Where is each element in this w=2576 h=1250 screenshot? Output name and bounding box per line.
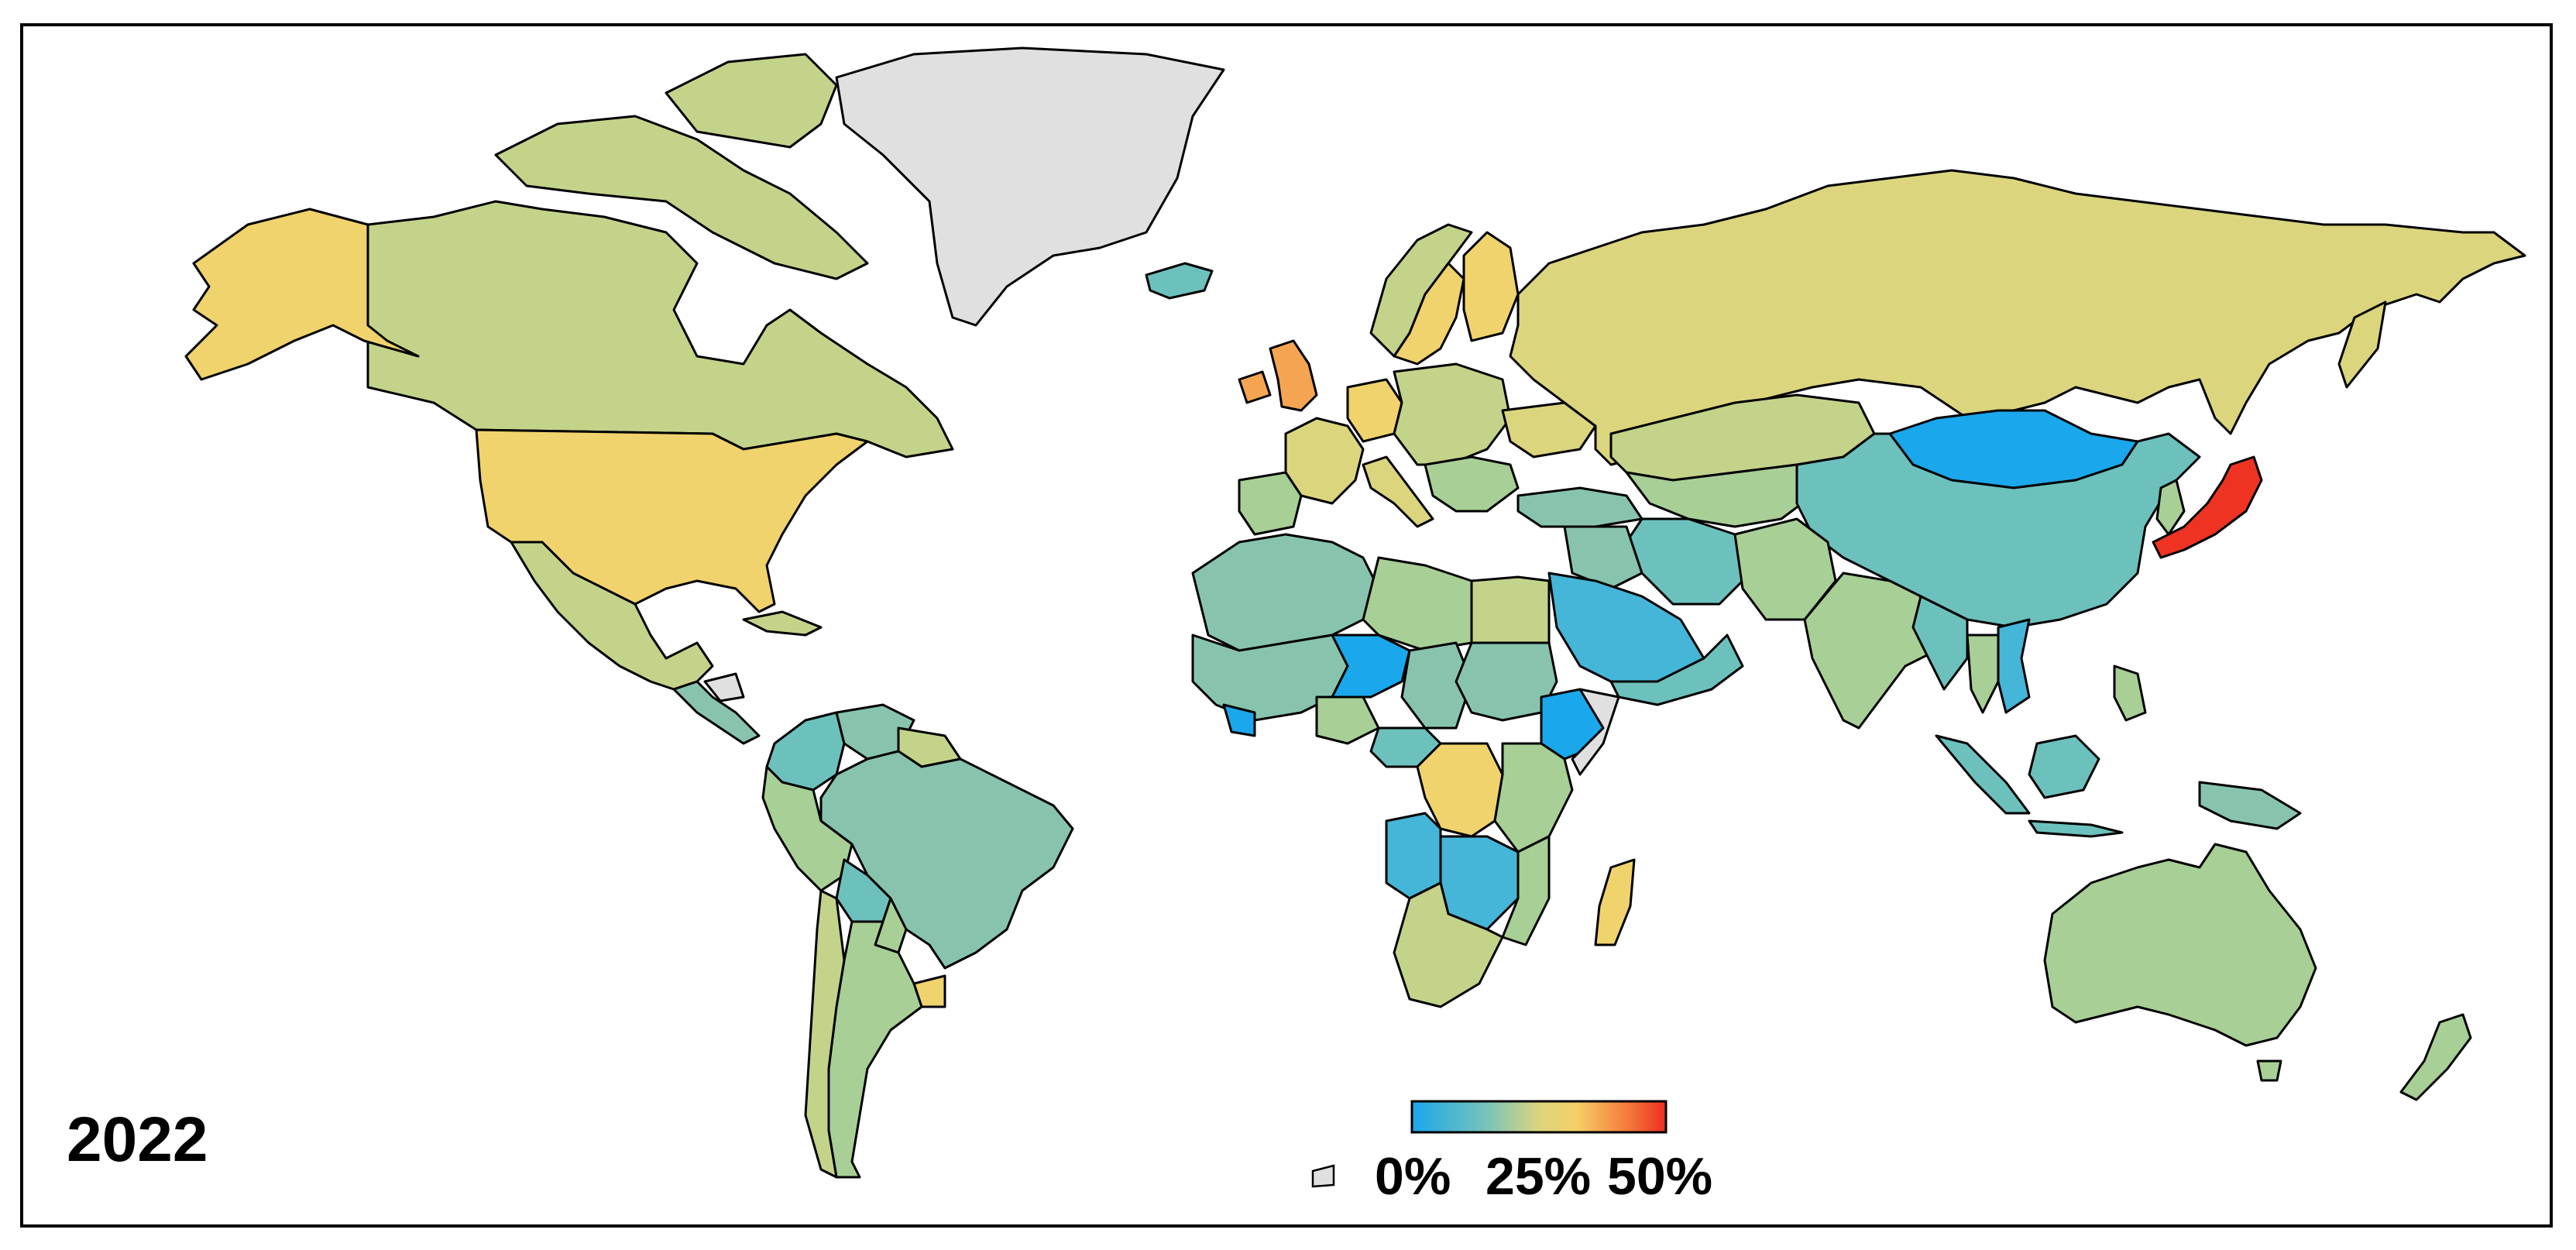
region-philippines [2113,664,2147,722]
region-south-africa [1393,881,1504,1008]
legend-tick-min: 0% [1375,1147,1451,1206]
region-borneo [2028,734,2100,799]
region-caribbean [742,610,823,637]
region-chile [804,889,846,1179]
region-central-america-nodata [703,672,745,702]
region-usa [475,428,869,613]
region-madagascar [1594,858,1636,946]
region-tasmania [2256,1059,2282,1082]
region-india [1803,572,1953,730]
region-brazil [819,750,1074,970]
region-finland [1462,231,1520,342]
region-turkey [1516,486,1643,528]
region-sumatra [1935,734,2031,815]
region-new-guinea [2198,781,2302,830]
region-java [2028,819,2124,838]
region-new-zealand [2399,1013,2472,1101]
region-australia [2043,843,2317,1047]
region-iceland [1145,262,1214,300]
region-uk [1269,339,1318,412]
region-canada [366,200,954,458]
region-somalia [1571,688,1620,776]
region-myanmar [1911,595,1969,691]
region-egypt [1470,575,1551,644]
region-sudan [1455,641,1558,722]
region-central-europe [1393,362,1512,466]
region-mozambique [1501,835,1551,946]
region-north-africa-west [1191,533,1380,652]
region-central-america [672,680,761,745]
region-korea [2155,479,2186,536]
region-sierra-leone [1222,703,1256,737]
legend-tick-mid: 25% [1485,1147,1592,1206]
region-yemen-oman [1609,634,1744,706]
region-arctic-islands [665,53,838,149]
legend-gradient-bar [1410,1100,1668,1134]
legend-no-data-swatch [1311,1164,1335,1188]
region-east-africa [1493,742,1574,853]
region-greenland [835,46,1225,327]
region-iran [1625,517,1752,606]
year-label: 2022 [67,1104,208,1175]
region-italy [1362,455,1434,528]
region-alaska [184,208,420,381]
map-frame [20,23,2553,1228]
region-kamchatka [2337,300,2387,389]
region-arctic-islands-2 [494,115,869,280]
region-mexico [510,541,714,691]
region-angola [1385,812,1442,900]
region-chad [1400,641,1473,730]
legend-tick-max: 50% [1607,1147,1713,1206]
region-thailand [1966,634,2000,714]
region-central-asia [1625,463,1814,528]
region-niger [1331,634,1411,699]
region-vietnam [1997,618,2031,714]
region-japan [2152,455,2263,559]
region-iraq-syria [1563,525,1643,590]
region-iberia [1238,471,1303,536]
region-nigeria [1315,695,1380,745]
region-ireland [1238,370,1272,404]
region-balkans [1424,455,1520,513]
